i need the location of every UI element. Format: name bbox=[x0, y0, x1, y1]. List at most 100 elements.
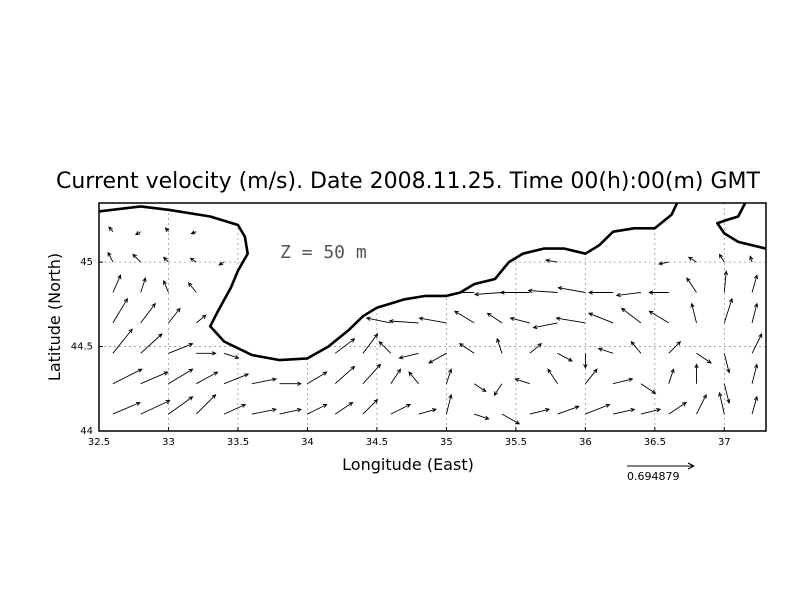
current-vector bbox=[723, 353, 731, 374]
current-vector bbox=[597, 347, 614, 354]
current-vector bbox=[718, 253, 725, 263]
x-axis-label: Longitude (East) bbox=[342, 455, 474, 474]
current-vector bbox=[408, 371, 419, 384]
current-vector bbox=[218, 261, 225, 266]
current-vector bbox=[613, 407, 636, 415]
current-vector bbox=[251, 377, 278, 385]
x-tick-label: 35 bbox=[440, 437, 453, 448]
current-vector bbox=[615, 292, 641, 298]
current-vector bbox=[223, 373, 250, 385]
coastline-line bbox=[98, 202, 679, 362]
current-vector bbox=[458, 343, 475, 354]
current-vector bbox=[362, 398, 379, 415]
current-vector bbox=[132, 253, 142, 263]
current-vector bbox=[630, 340, 642, 354]
current-vector bbox=[112, 368, 143, 385]
current-vector bbox=[723, 297, 734, 324]
current-vector bbox=[687, 256, 697, 263]
vector-field bbox=[107, 226, 763, 425]
current-vector bbox=[196, 351, 217, 356]
current-vector bbox=[668, 401, 687, 415]
current-vector bbox=[620, 307, 642, 324]
x-tick-label: 35.5 bbox=[505, 437, 527, 448]
y-tick-label: 44.5 bbox=[71, 342, 93, 353]
current-vector bbox=[162, 256, 169, 263]
current-vector bbox=[583, 353, 588, 369]
current-vector bbox=[365, 316, 391, 324]
current-vector bbox=[398, 352, 419, 360]
current-vector bbox=[251, 407, 278, 415]
current-vector bbox=[112, 274, 122, 293]
current-vector bbox=[751, 395, 759, 415]
z-level-annotation: Z = 50 m bbox=[280, 242, 367, 263]
current-vector bbox=[509, 316, 530, 324]
current-vector bbox=[588, 312, 614, 324]
current-vector bbox=[454, 310, 475, 324]
current-vector bbox=[696, 352, 712, 364]
current-vector bbox=[648, 290, 669, 295]
current-vector bbox=[108, 226, 114, 232]
current-vector bbox=[107, 251, 114, 263]
x-tick-label: 34 bbox=[301, 437, 314, 448]
current-vector bbox=[196, 314, 207, 324]
current-vector bbox=[557, 405, 580, 415]
axis-ticks: 32.5 33 33.5 34 34.5 35 35.5 36 36.5 37 44 44.5 45 bbox=[71, 257, 731, 448]
current-vector bbox=[718, 391, 725, 415]
current-vector bbox=[187, 282, 197, 293]
reference-vector-label: 0.694879 bbox=[627, 470, 680, 483]
current-vector bbox=[496, 337, 503, 354]
current-vector bbox=[694, 363, 699, 384]
current-vector bbox=[378, 340, 392, 354]
current-vector bbox=[362, 333, 379, 354]
current-vector bbox=[587, 290, 614, 295]
current-vector bbox=[168, 342, 194, 354]
current-vector bbox=[723, 270, 729, 293]
current-vector bbox=[690, 302, 697, 324]
current-vector bbox=[190, 230, 197, 235]
current-vector bbox=[640, 408, 662, 415]
x-tick-label: 37 bbox=[718, 437, 731, 448]
chart-title: Current velocity (m/s). Date 2008.11.25.… bbox=[56, 169, 761, 194]
coastline-line bbox=[716, 202, 767, 250]
current-vector bbox=[532, 322, 558, 330]
current-vector bbox=[140, 302, 156, 324]
current-vector bbox=[555, 316, 586, 324]
current-vector bbox=[658, 261, 669, 266]
current-vector bbox=[112, 401, 141, 415]
y-tick-label: 44 bbox=[80, 426, 93, 437]
current-vector bbox=[445, 368, 453, 384]
current-vector bbox=[428, 352, 447, 364]
current-vector bbox=[390, 404, 412, 415]
current-vector bbox=[723, 383, 731, 405]
current-vector bbox=[168, 396, 194, 415]
current-vector bbox=[390, 368, 402, 384]
current-vector bbox=[334, 401, 354, 415]
current-vector bbox=[640, 383, 657, 394]
current-vector bbox=[445, 393, 453, 415]
current-vector bbox=[307, 371, 328, 385]
x-tick-label: 36 bbox=[579, 437, 592, 448]
current-vector bbox=[486, 312, 503, 324]
x-tick-label: 36.5 bbox=[644, 437, 666, 448]
current-vector bbox=[557, 352, 573, 362]
current-vector bbox=[195, 394, 217, 415]
current-vector bbox=[585, 368, 598, 384]
current-vector bbox=[307, 404, 328, 415]
x-tick-label: 32.5 bbox=[88, 437, 110, 448]
current-vector bbox=[585, 403, 611, 415]
x-tick-label: 34.5 bbox=[366, 437, 388, 448]
current-vector bbox=[223, 403, 247, 415]
current-vector bbox=[140, 371, 169, 385]
current-vector bbox=[279, 407, 302, 415]
current-vector bbox=[473, 383, 487, 392]
current-vector bbox=[751, 274, 759, 293]
current-vector bbox=[612, 377, 634, 385]
current-vector bbox=[334, 365, 356, 385]
current-vector bbox=[686, 277, 697, 293]
current-vector bbox=[557, 286, 586, 293]
current-vector bbox=[547, 368, 558, 384]
current-vector bbox=[168, 368, 194, 385]
current-vector bbox=[529, 343, 543, 354]
y-axis-label: Latitude (North) bbox=[45, 253, 64, 381]
